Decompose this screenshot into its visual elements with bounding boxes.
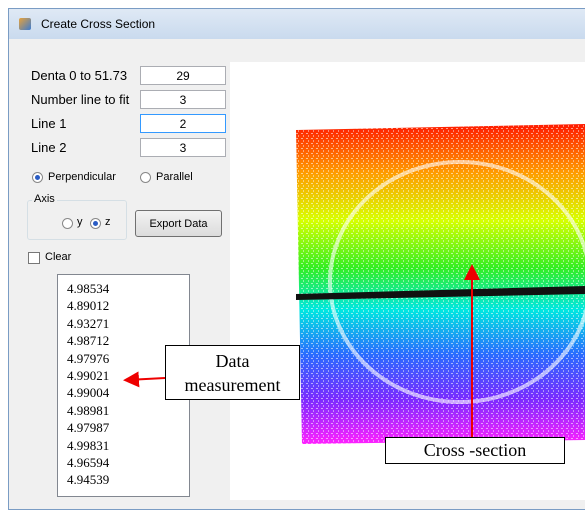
point-texture (296, 124, 585, 444)
radio-label: Perpendicular (48, 171, 116, 183)
field-label: Line 1 (31, 116, 66, 131)
list-item[interactable]: 4.99004 (67, 385, 109, 401)
list-item[interactable]: 4.98534 (67, 281, 109, 297)
field-label: Denta 0 to 51.73 (31, 68, 127, 83)
radio-button[interactable] (62, 218, 73, 229)
radio-button[interactable] (32, 172, 43, 183)
list-item[interactable]: 4.98981 (67, 403, 109, 419)
radio-label: z (105, 216, 111, 228)
export-button[interactable]: Export Data (135, 210, 222, 237)
screen: Create Cross Section 4.985344.89012 4.932… (0, 0, 585, 515)
window-title: Create Cross Section (41, 17, 155, 31)
list-item[interactable]: 4.93271 (67, 316, 109, 332)
text-box[interactable]: 3 (140, 138, 226, 157)
list-item[interactable]: 4.89012 (67, 298, 109, 314)
list-item[interactable]: 4.98712 (67, 333, 109, 349)
list-item[interactable]: 4.97976 (67, 351, 109, 367)
data-measurement-note: Data measurement (165, 345, 300, 400)
text-box[interactable]: 29 (140, 66, 226, 85)
field-label: Line 2 (31, 140, 66, 155)
cross-section-note: Cross -section (385, 437, 565, 464)
list-item[interactable]: 4.96594 (67, 455, 109, 471)
checkbox-label: Clear (45, 251, 71, 263)
group-label: Axis (32, 193, 57, 205)
radio-label: Parallel (156, 171, 193, 183)
text-box[interactable]: 3 (140, 90, 226, 109)
field-label: Number line to fit (31, 92, 129, 107)
list-item[interactable]: 4.94539 (67, 472, 109, 488)
list-item[interactable]: 4.99831 (67, 438, 109, 454)
checkbox[interactable] (28, 252, 40, 264)
radio-button[interactable] (90, 218, 101, 229)
radio-label: y (77, 216, 83, 228)
point-cloud-view (230, 62, 585, 500)
list-item[interactable]: 4.97987 (67, 420, 109, 436)
radio-button[interactable] (140, 172, 151, 183)
list-item[interactable]: 4.99021 (67, 368, 109, 384)
window-icon (19, 18, 31, 30)
title-bar: Create Cross Section (9, 9, 585, 39)
text-box[interactable]: 2 (140, 114, 226, 133)
